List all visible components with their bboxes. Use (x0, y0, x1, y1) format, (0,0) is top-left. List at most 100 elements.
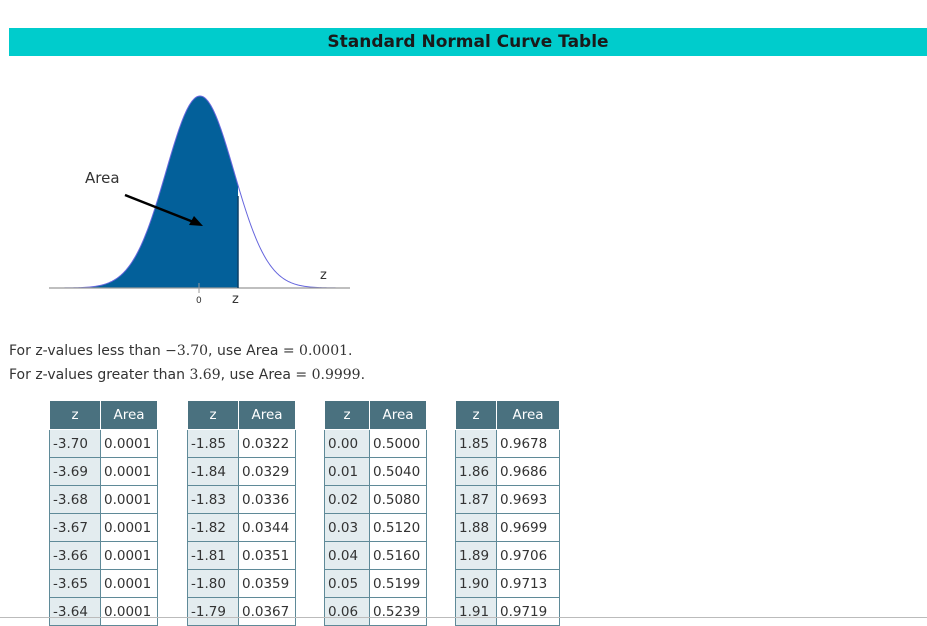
z-value-cell: 1.85 (455, 429, 497, 458)
page-title: Standard Normal Curve Table (9, 28, 927, 56)
table-row: -1.83 0.0336 (187, 485, 296, 514)
z-value-cell: 1.90 (455, 569, 497, 598)
z-value-cell: -3.70 (49, 429, 101, 458)
area-value-cell: 0.0001 (100, 597, 158, 626)
z-table-3: z Area 0.00 0.5000 0.01 0.5040 0.02 0.5080 0.03 0… (324, 400, 427, 626)
area-value-cell: 0.9678 (496, 429, 560, 458)
z-table-2: z Area -1.85 0.0322 -1.84 0.0329 -1.83 0.0336 -1… (187, 400, 296, 626)
area-value-cell: 0.9713 (496, 569, 560, 598)
table-row: 1.90 0.9713 (455, 569, 560, 598)
table-row: 1.91 0.9719 (455, 597, 560, 626)
header-z: z (455, 400, 497, 430)
z-cutoff-label: z (232, 292, 239, 307)
area-value-cell: 0.5160 (369, 541, 427, 570)
note-lower-bound: For z-values less than −3.70, use Area =… (9, 343, 352, 359)
table-row: 1.86 0.9686 (455, 457, 560, 486)
table-row: 0.01 0.5040 (324, 457, 427, 486)
note-lower-prefix: For z-values less than (9, 343, 166, 359)
area-value-cell: 0.0344 (238, 513, 296, 542)
table-row: 0.00 0.5000 (324, 429, 427, 458)
normal-curve-figure: Area 0 z z (49, 95, 350, 307)
note-lower-area: 0.0001 (299, 343, 349, 359)
table-header-row: z Area (49, 400, 158, 430)
z-value-cell: -3.65 (49, 569, 101, 598)
table-row: 1.87 0.9693 (455, 485, 560, 514)
shaded-area (49, 96, 238, 288)
table-row: -3.69 0.0001 (49, 457, 158, 486)
normal-curve-line (49, 95, 350, 289)
z-value-cell: -1.84 (187, 457, 239, 486)
area-arrow-icon (189, 216, 203, 226)
table-row: 1.89 0.9706 (455, 541, 560, 570)
area-arrow-shaft (124, 193, 197, 225)
note-lower-value: −3.70 (165, 343, 209, 359)
area-value-cell: 0.9686 (496, 457, 560, 486)
area-value-cell: 0.0336 (238, 485, 296, 514)
z-value-cell: 1.88 (455, 513, 497, 542)
note-upper-suffix: . (360, 367, 366, 383)
note-lower-suffix: . (348, 343, 353, 359)
note-upper-middle: , use Area = (220, 367, 312, 383)
z-value-cell: 1.91 (455, 597, 497, 626)
z-value-cell: -1.82 (187, 513, 239, 542)
note-lower-middle: , use Area = (208, 343, 300, 359)
z-value-cell: -1.83 (187, 485, 239, 514)
table-row: -3.70 0.0001 (49, 429, 158, 458)
area-value-cell: 0.0351 (238, 541, 296, 570)
z-value-cell: 0.06 (324, 597, 370, 626)
z-table-4: z Area 1.85 0.9678 1.86 0.9686 1.87 0.9693 1.88 0… (455, 400, 560, 626)
table-row: 0.02 0.5080 (324, 485, 427, 514)
area-value-cell: 0.0001 (100, 541, 158, 570)
header-area: Area (238, 400, 296, 430)
z-axis-label: z (320, 268, 327, 283)
header-area: Area (100, 400, 158, 430)
area-value-cell: 0.5040 (369, 457, 427, 486)
area-value-cell: 0.5080 (369, 485, 427, 514)
area-value-cell: 0.0001 (100, 569, 158, 598)
z-value-cell: 1.86 (455, 457, 497, 486)
z-value-cell: 0.04 (324, 541, 370, 570)
z-value-cell: -1.80 (187, 569, 239, 598)
area-value-cell: 0.0001 (100, 429, 158, 458)
table-header-row: z Area (455, 400, 560, 430)
header-area: Area (496, 400, 560, 430)
area-value-cell: 0.0001 (100, 485, 158, 514)
z-table-1: z Area -3.70 0.0001 -3.69 0.0001 -3.68 0.0001 -3… (49, 400, 158, 626)
z-value-cell: 0.00 (324, 429, 370, 458)
z-value-cell: -3.68 (49, 485, 101, 514)
area-value-cell: 0.0329 (238, 457, 296, 486)
area-value-cell: 0.5199 (369, 569, 427, 598)
table-header-row: z Area (324, 400, 427, 430)
area-value-cell: 0.9706 (496, 541, 560, 570)
area-label: Area (85, 169, 120, 187)
z-value-cell: 0.03 (324, 513, 370, 542)
header-z: z (187, 400, 239, 430)
table-row: -1.81 0.0351 (187, 541, 296, 570)
z-value-cell: -1.79 (187, 597, 239, 626)
header-z: z (49, 400, 101, 430)
z-value-cell: 0.02 (324, 485, 370, 514)
table-row: -3.64 0.0001 (49, 597, 158, 626)
note-upper-prefix: For z-values greater than (9, 367, 190, 383)
table-row: 1.88 0.9699 (455, 513, 560, 542)
z-value-cell: 1.87 (455, 485, 497, 514)
table-row: 0.04 0.5160 (324, 541, 427, 570)
note-upper-area: 0.9999 (311, 367, 361, 383)
note-upper-value: 3.69 (189, 367, 221, 383)
z-value-cell: -3.66 (49, 541, 101, 570)
area-value-cell: 0.5000 (369, 429, 427, 458)
area-value-cell: 0.9699 (496, 513, 560, 542)
table-row: -1.79 0.0367 (187, 597, 296, 626)
area-value-cell: 0.0322 (238, 429, 296, 458)
table-row: -1.85 0.0322 (187, 429, 296, 458)
area-value-cell: 0.0367 (238, 597, 296, 626)
header-area: Area (369, 400, 427, 430)
table-header-row: z Area (187, 400, 296, 430)
area-value-cell: 0.5120 (369, 513, 427, 542)
area-value-cell: 0.0001 (100, 513, 158, 542)
z-value-cell: -1.81 (187, 541, 239, 570)
area-value-cell: 0.0001 (100, 457, 158, 486)
z-value-cell: -3.67 (49, 513, 101, 542)
z-value-cell: -1.85 (187, 429, 239, 458)
table-row: -1.80 0.0359 (187, 569, 296, 598)
